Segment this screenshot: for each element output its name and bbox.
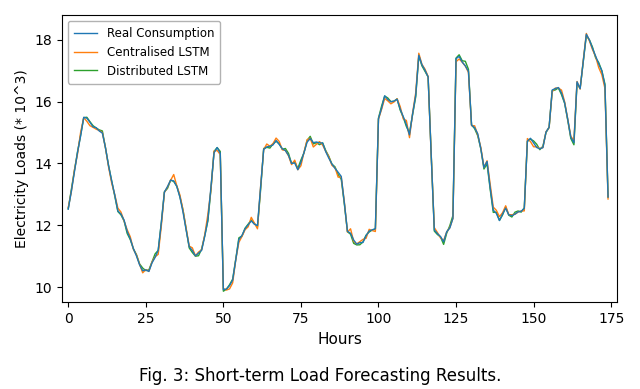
Real Consumption	[582, 32, 590, 37]
Real Consumption	[257, 186, 264, 190]
Centralised LSTM	[65, 205, 72, 210]
Distributed LSTM	[257, 188, 264, 193]
Distributed LSTM	[468, 123, 476, 127]
Real Consumption	[108, 179, 115, 183]
Distributed LSTM	[108, 178, 115, 183]
Real Consumption	[421, 68, 429, 73]
Real Consumption	[524, 139, 531, 144]
Centralised LSTM	[468, 123, 476, 128]
X-axis label: Hours: Hours	[317, 332, 362, 347]
Line: Real Consumption: Real Consumption	[68, 34, 608, 290]
Distributed LSTM	[604, 195, 612, 200]
Distributed LSTM	[220, 289, 227, 294]
Real Consumption	[604, 195, 612, 200]
Y-axis label: Electricity Loads (* 10^3): Electricity Loads (* 10^3)	[15, 69, 29, 248]
Distributed LSTM	[421, 69, 429, 74]
Real Consumption	[223, 287, 230, 291]
Real Consumption	[468, 123, 476, 128]
Centralised LSTM	[257, 184, 264, 189]
Legend: Real Consumption, Centralised LSTM, Distributed LSTM: Real Consumption, Centralised LSTM, Dist…	[68, 21, 220, 84]
Line: Distributed LSTM: Distributed LSTM	[68, 36, 608, 291]
Distributed LSTM	[65, 207, 72, 211]
Centralised LSTM	[582, 31, 590, 36]
Centralised LSTM	[223, 288, 230, 293]
Centralised LSTM	[421, 67, 429, 72]
Distributed LSTM	[524, 139, 531, 144]
Centralised LSTM	[108, 180, 115, 185]
Distributed LSTM	[223, 287, 230, 291]
Distributed LSTM	[582, 33, 590, 38]
Line: Centralised LSTM: Centralised LSTM	[68, 33, 608, 290]
Centralised LSTM	[524, 136, 531, 141]
Real Consumption	[65, 207, 72, 212]
Text: Fig. 3: Short-term Load Forecasting Results.: Fig. 3: Short-term Load Forecasting Resu…	[139, 367, 501, 385]
Real Consumption	[220, 287, 227, 292]
Centralised LSTM	[220, 286, 227, 291]
Centralised LSTM	[604, 197, 612, 202]
